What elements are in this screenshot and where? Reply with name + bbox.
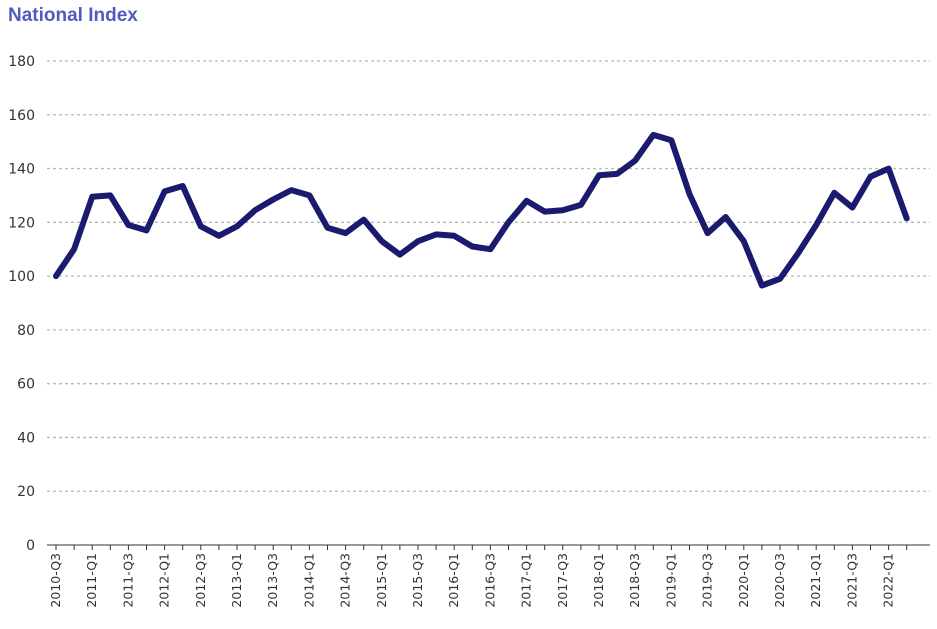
y-tick-label: 100 <box>8 269 35 285</box>
y-tick-label: 0 <box>26 538 35 554</box>
y-axis-ticks: 0 20 40 60 80 100 120 140 160 180 <box>8 54 35 554</box>
chart-title: National Index <box>8 5 138 26</box>
x-tick-label: 2019-Q1 <box>663 553 678 608</box>
x-tick-label: 2011-Q1 <box>84 553 99 608</box>
y-tick-label: 140 <box>8 162 35 178</box>
x-tick-label: 2011-Q3 <box>120 553 135 608</box>
x-tick-label: 2021-Q3 <box>844 553 859 608</box>
y-tick-label: 180 <box>8 54 35 70</box>
x-tick-label: 2012-Q1 <box>157 553 172 608</box>
x-tick-label: 2020-Q3 <box>772 553 787 608</box>
series-layer <box>53 131 910 289</box>
x-tick-label: 2012-Q3 <box>193 553 208 608</box>
x-axis-tick-marks <box>55 545 908 550</box>
x-tick-label: 2013-Q1 <box>229 553 244 608</box>
x-tick-label: 2010-Q3 <box>48 553 63 608</box>
x-tick-label: 2015-Q1 <box>374 553 389 608</box>
x-tick-label: 2016-Q1 <box>446 553 461 608</box>
x-tick-label: 2014-Q1 <box>301 553 316 608</box>
x-tick-label: 2015-Q3 <box>410 553 425 608</box>
x-tick-label: 2017-Q3 <box>555 553 570 608</box>
y-tick-label: 120 <box>8 215 35 231</box>
y-tick-label: 40 <box>17 430 35 446</box>
x-tick-label: 2013-Q3 <box>265 553 280 608</box>
x-tick-label: 2021-Q1 <box>808 553 823 608</box>
y-tick-label: 60 <box>17 377 35 393</box>
x-tick-label: 2014-Q3 <box>338 553 353 608</box>
x-tick-label: 2022-Q1 <box>881 553 896 608</box>
series-line <box>53 131 910 289</box>
x-tick-label: 2017-Q1 <box>519 553 534 608</box>
y-tick-label: 160 <box>8 108 35 124</box>
gridlines <box>47 60 930 546</box>
x-tick-label: 2018-Q3 <box>627 553 642 608</box>
x-tick-label: 2016-Q3 <box>482 553 497 608</box>
x-tick-label: 2018-Q1 <box>591 553 606 608</box>
x-tick-label: 2019-Q3 <box>700 553 715 608</box>
y-tick-label: 80 <box>17 323 35 339</box>
x-axis-ticks: 2010-Q3 2011-Q1 2011-Q3 2012-Q1 2012-Q3 2013-… <box>48 553 896 608</box>
x-tick-label: 2020-Q1 <box>736 553 751 608</box>
y-tick-label: 20 <box>17 484 35 500</box>
